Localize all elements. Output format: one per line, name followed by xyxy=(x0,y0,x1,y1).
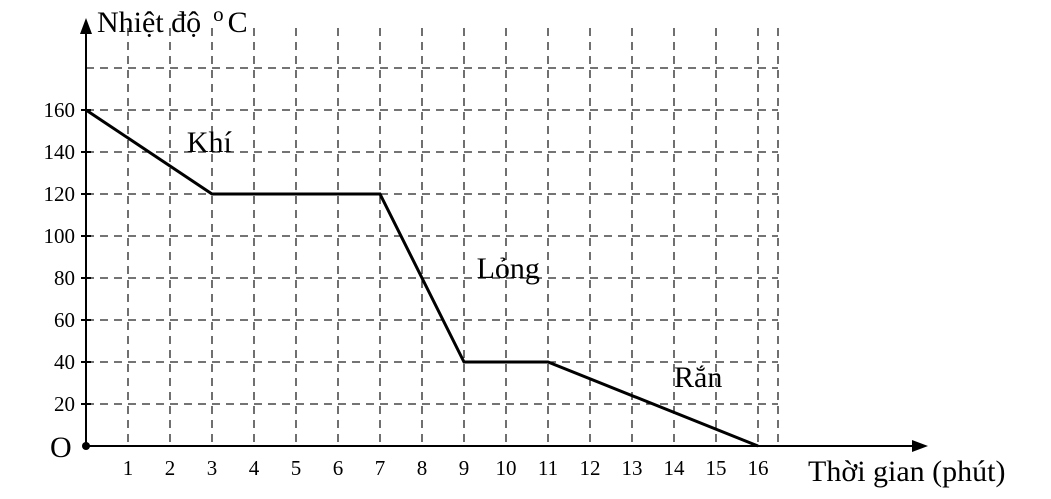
x-tick-label: 13 xyxy=(622,456,643,480)
origin-label: O xyxy=(50,431,72,464)
x-tick-label: 8 xyxy=(417,456,428,480)
y-tick-label: 80 xyxy=(54,266,75,290)
x-tick-label: 4 xyxy=(249,456,260,480)
series xyxy=(85,108,759,448)
y-axis-arrow xyxy=(80,18,92,34)
y-tick-label: 40 xyxy=(54,350,75,374)
y-tick-label: 140 xyxy=(44,140,76,164)
x-axis-label: Thời gian (phút) xyxy=(808,455,1006,488)
annotation-label: Rắn xyxy=(674,361,722,394)
x-tick-label: 10 xyxy=(496,456,517,480)
grid xyxy=(86,28,779,446)
x-tick-label: 12 xyxy=(580,456,601,480)
y-axis-unit-prefix: o xyxy=(213,2,224,26)
y-tick-label: 20 xyxy=(54,392,75,416)
x-tick-label: 16 xyxy=(748,456,769,480)
axes xyxy=(80,18,928,452)
annotation-label: Lỏng xyxy=(477,252,540,285)
y-tick-label: 160 xyxy=(44,98,76,122)
y-tick-label: 100 xyxy=(44,224,76,248)
annotation-label: Khí xyxy=(187,126,233,159)
annotations: Khí Lỏng Rắn xyxy=(187,126,723,394)
x-tick-label: 7 xyxy=(375,456,386,480)
x-tick-label: 11 xyxy=(538,456,558,480)
y-axis-label: Nhiệt độ xyxy=(97,6,201,39)
x-tick-label: 9 xyxy=(459,456,470,480)
tick-labels: 1 2 3 4 5 6 7 8 9 10 11 12 13 14 15 1620406080100120140… xyxy=(44,98,769,480)
x-axis-arrow xyxy=(912,440,928,452)
origin-dot xyxy=(82,442,90,450)
x-tick-label: 14 xyxy=(664,456,686,480)
x-tick-label: 15 xyxy=(706,456,727,480)
series-line xyxy=(85,108,759,448)
y-tick-label: 60 xyxy=(54,308,75,332)
x-tick-label: 6 xyxy=(333,456,344,480)
y-axis-unit: C xyxy=(228,6,248,39)
x-tick-label: 2 xyxy=(165,456,176,480)
y-tick-label: 120 xyxy=(44,182,76,206)
y-axis-title: Nhiệt độ o C xyxy=(97,2,248,39)
x-tick-label: 5 xyxy=(291,456,302,480)
x-tick-label: 3 xyxy=(207,456,218,480)
x-tick-label: 1 xyxy=(123,456,134,480)
